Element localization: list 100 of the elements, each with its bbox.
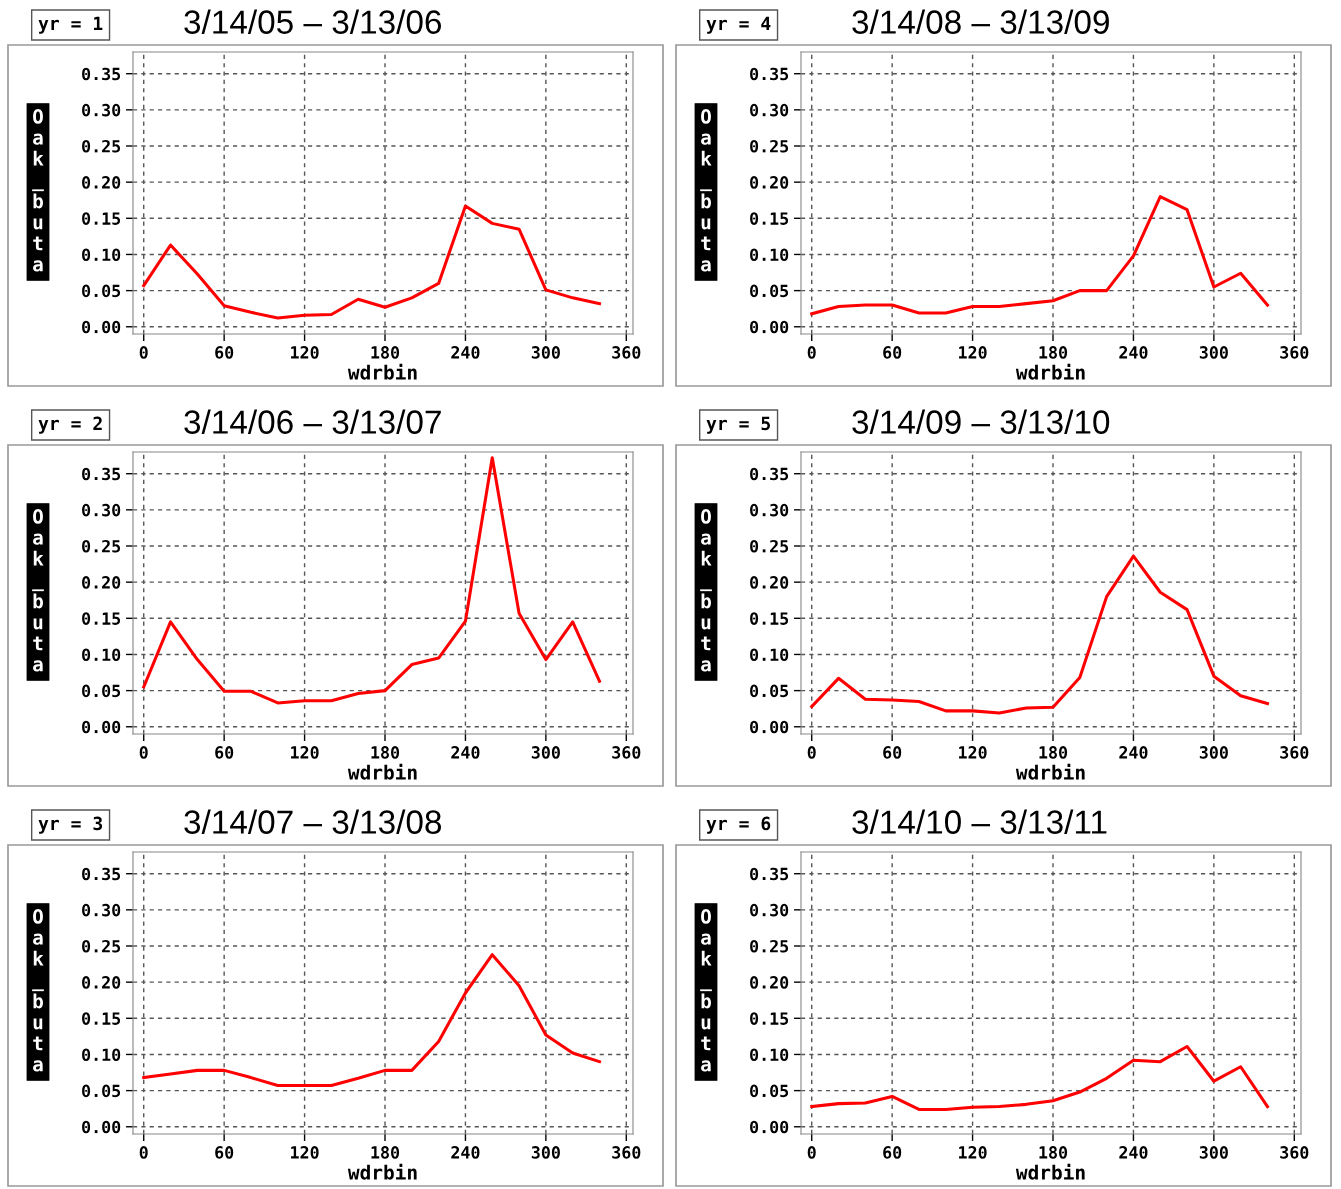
y-tick-label: 0.20 (82, 176, 121, 189)
y-tick-label: 0.30 (750, 103, 789, 117)
y-tick-label: 0.25 (750, 539, 789, 553)
y-tick-label: 0.30 (82, 903, 121, 917)
y-tick-label: 0.25 (82, 939, 121, 953)
x-tick-label: 240 (1119, 346, 1148, 359)
chart-subtitle: yr = 3 (38, 816, 103, 834)
y-tick-label: 0.00 (750, 720, 789, 734)
x-tick-label: 60 (215, 746, 234, 759)
x-tick-label: 300 (531, 746, 560, 759)
chart-subtitle: yr = 2 (38, 416, 102, 434)
x-tick-label: 240 (451, 746, 480, 759)
y-tick-label: 0.05 (750, 284, 789, 298)
x-tick-label: 360 (1280, 346, 1309, 359)
x-tick-label: 300 (531, 346, 560, 359)
x-tick-label: 240 (1119, 1146, 1148, 1159)
x-tick-label: 360 (1280, 746, 1309, 759)
text: Oak_buta (32, 909, 44, 1072)
x-tick-label: 300 (531, 1146, 560, 1159)
y-tick-label: 0.30 (82, 103, 121, 117)
x-tick-label: 0 (807, 346, 816, 359)
y-tick-label: 0.15 (750, 1012, 789, 1025)
y-tick-label: 0.25 (750, 939, 789, 953)
y-tick-label: 0.35 (82, 67, 121, 81)
y-tick-label: 0.20 (750, 576, 789, 589)
x-tick-label: 120 (959, 1146, 987, 1159)
y-tick-label: 0.05 (82, 684, 121, 698)
x-tick-label: 120 (959, 746, 987, 759)
chart-subtitle: yr = 6 (706, 816, 771, 834)
chart-subtitle: yr = 1 (38, 16, 103, 34)
x-tick-label: 180 (1039, 746, 1068, 759)
x-axis-title: wdrbin (1015, 363, 1085, 380)
x-tick-label: 180 (1039, 346, 1068, 359)
x-tick-label: 60 (883, 346, 902, 359)
y-tick-label: 0.05 (82, 1084, 121, 1098)
chart-title: 3/14/09 – 3/13/10 (852, 409, 1110, 434)
x-tick-label: 120 (959, 346, 987, 359)
x-axis-title: wdrbin (347, 363, 417, 380)
x-tick-label: 300 (1199, 746, 1228, 759)
line-series (810, 1044, 1270, 1111)
y-tick-label: 0.35 (82, 467, 121, 481)
y-tick-label: 0.35 (750, 867, 789, 881)
y-tick-label: 0.00 (750, 320, 789, 334)
y-tick-label: 0.00 (82, 720, 121, 734)
y-tick-label: 0.20 (82, 976, 121, 989)
x-axis-title: wdrbin (1015, 763, 1085, 780)
x-tick-label: 120 (291, 1146, 319, 1159)
x-tick-label: 180 (1039, 1146, 1068, 1159)
x-tick-label: 360 (612, 346, 641, 359)
x-tick-label: 0 (807, 746, 816, 759)
x-tick-label: 240 (1119, 746, 1148, 759)
x-tick-label: 0 (139, 746, 148, 759)
chart-title: 3/14/10 – 3/13/11 (852, 809, 1107, 834)
x-tick-label: 180 (371, 346, 400, 359)
y-tick-label: 0.25 (750, 139, 789, 153)
chart-title: 3/14/07 – 3/13/08 (184, 809, 442, 834)
y-tick-label: 0.15 (750, 612, 789, 625)
y-tick-label: 0.25 (82, 539, 121, 553)
line-series (142, 204, 602, 320)
text: Oak_buta (32, 109, 44, 272)
y-tick-label: 0.10 (750, 648, 789, 662)
y-tick-label: 0.10 (82, 1048, 121, 1062)
x-tick-label: 180 (371, 746, 400, 759)
y-tick-label: 0.00 (82, 1120, 121, 1134)
x-tick-label: 240 (451, 346, 480, 359)
y-tick-label: 0.05 (750, 1084, 789, 1098)
y-tick-label: 0.35 (82, 867, 121, 881)
chart-subtitle: yr = 5 (706, 416, 770, 434)
x-tick-label: 240 (451, 1146, 480, 1159)
chart-title: 3/14/05 – 3/13/06 (184, 9, 442, 34)
x-tick-label: 60 (215, 346, 234, 359)
y-tick-label: 0.10 (750, 248, 789, 262)
x-tick-label: 300 (1199, 346, 1228, 359)
chart-title: 3/14/06 – 3/13/07 (184, 409, 441, 434)
x-axis-title: wdrbin (1015, 1163, 1085, 1180)
y-tick-label: 0.05 (750, 684, 789, 698)
chart-title: 3/14/08 – 3/13/09 (852, 9, 1109, 34)
y-tick-label: 0.30 (750, 903, 789, 917)
y-tick-label: 0.20 (82, 576, 121, 589)
x-tick-label: 60 (215, 1146, 234, 1159)
line-series (810, 195, 1270, 316)
x-tick-label: 60 (883, 746, 902, 759)
x-tick-label: 360 (612, 746, 641, 759)
y-tick-label: 0.20 (750, 176, 789, 189)
y-tick-label: 0.15 (750, 212, 789, 225)
chart-subtitle: yr = 4 (706, 16, 771, 34)
y-tick-label: 0.10 (750, 1048, 789, 1062)
x-axis-title: wdrbin (347, 763, 417, 780)
x-tick-label: 120 (291, 746, 319, 759)
x-tick-label: 0 (139, 1146, 148, 1159)
y-tick-label: 0.00 (82, 320, 121, 334)
text: Oak_buta (32, 509, 44, 672)
line-series (810, 554, 1270, 715)
y-tick-label: 0.35 (750, 67, 789, 81)
text: Oak_buta (700, 509, 712, 672)
y-tick-label: 0.10 (82, 648, 121, 662)
y-tick-label: 0.15 (82, 612, 121, 625)
y-tick-label: 0.15 (82, 1012, 121, 1025)
text: Oak_buta (700, 909, 712, 1072)
x-axis-title: wdrbin (347, 1163, 417, 1180)
